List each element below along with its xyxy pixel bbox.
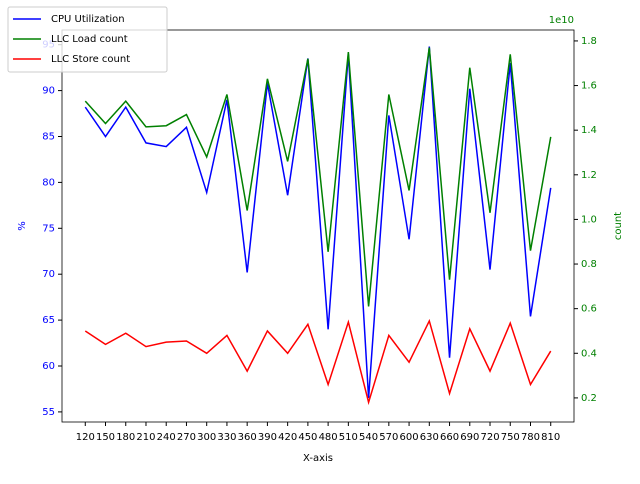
x-tick-label: 210: [136, 432, 155, 443]
x-tick-label: 480: [319, 432, 338, 443]
y2-tick-label: 0.4: [581, 348, 597, 359]
y2-offset-label: 1e10: [549, 15, 574, 26]
x-tick-label: 180: [116, 432, 135, 443]
y2-tick-label: 0.2: [581, 393, 597, 404]
y-tick-label: 90: [42, 86, 55, 97]
x-tick-label: 120: [76, 432, 95, 443]
series-line: [84, 318, 552, 406]
y2-tick-label: 0.6: [581, 304, 597, 315]
x-tick-label: 150: [96, 432, 115, 443]
x-tick-label: 540: [359, 432, 378, 443]
x-tick-label: 810: [541, 432, 560, 443]
y-axis-label: %: [17, 221, 28, 231]
y2-tick-label: 1.6: [581, 81, 597, 92]
x-tick-label: 750: [501, 432, 520, 443]
x-axis-label: X-axis: [303, 453, 333, 464]
y2-tick-label: 1.2: [581, 170, 597, 181]
x-tick-label: 690: [460, 432, 479, 443]
series-line: [84, 46, 552, 399]
x-tick-label: 390: [258, 432, 277, 443]
legend-label: LLC Store count: [51, 54, 130, 65]
y2-tick-label: 1.8: [581, 36, 597, 47]
legend-label: LLC Load count: [51, 34, 128, 45]
y-tick-label: 60: [42, 361, 55, 372]
x-tick-label: 240: [157, 432, 176, 443]
y2-axis-label: count: [613, 212, 624, 240]
legend-box: [7, 6, 168, 73]
y-tick-label: 65: [42, 315, 55, 326]
x-tick-label: 510: [339, 432, 358, 443]
x-tick-label: 330: [217, 432, 236, 443]
legend-label: CPU Utilization: [51, 14, 125, 25]
x-tick-label: 420: [278, 432, 297, 443]
y-tick-label: 85: [42, 131, 55, 142]
x-tick-label: 630: [420, 432, 439, 443]
x-tick-label: 270: [177, 432, 196, 443]
y-tick-label: 80: [42, 177, 55, 188]
x-tick-label: 780: [521, 432, 540, 443]
x-tick-label: 300: [197, 432, 216, 443]
y-tick-label: 70: [42, 269, 55, 280]
series-line: [84, 47, 552, 307]
y-tick-label: 55: [42, 407, 55, 418]
x-tick-label: 360: [238, 432, 257, 443]
x-tick-label: 450: [298, 432, 317, 443]
x-tick-label: 720: [480, 432, 499, 443]
x-tick-label: 570: [379, 432, 398, 443]
x-tick-label: 600: [400, 432, 419, 443]
y2-tick-label: 1.4: [581, 125, 597, 136]
y2-tick-label: 0.8: [581, 259, 597, 270]
plot-frame: [61, 29, 575, 423]
y2-tick-label: 1.0: [581, 214, 597, 225]
x-tick-label: 660: [440, 432, 459, 443]
y-tick-label: 75: [42, 223, 55, 234]
